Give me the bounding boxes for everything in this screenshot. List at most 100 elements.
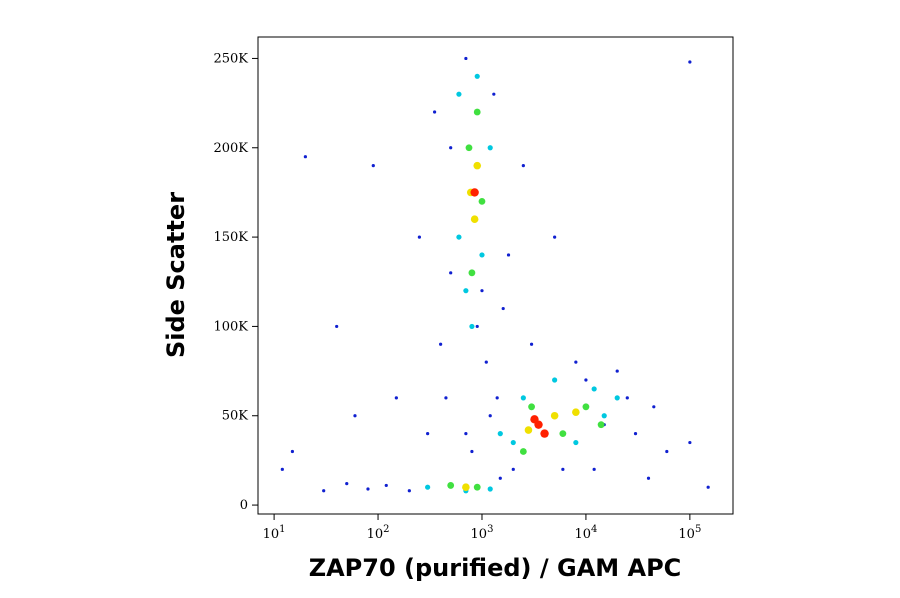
data-point: [345, 482, 349, 486]
data-point: [473, 161, 482, 170]
y-axis-label: Side Scatter: [162, 192, 190, 358]
data-point: [495, 396, 499, 400]
data-point: [501, 306, 505, 311]
data-point: [322, 489, 326, 493]
data-point: [469, 323, 475, 330]
data-point: [432, 110, 437, 114]
data-point: [528, 403, 535, 411]
data-point: [464, 56, 468, 61]
data-point: [498, 476, 502, 480]
y-tick-label: 50K: [222, 409, 249, 424]
data-point: [572, 408, 580, 416]
data-point: [506, 253, 511, 257]
x-tick-exponent: 3: [487, 524, 493, 535]
data-point: [470, 188, 479, 197]
data-point: [633, 432, 638, 436]
data-point: [468, 269, 476, 277]
data-point: [597, 421, 605, 429]
data-point: [529, 342, 534, 346]
data-point: [417, 235, 422, 239]
data-point: [407, 489, 411, 493]
data-point: [473, 483, 481, 491]
data-point: [463, 288, 469, 294]
plot-frame: [257, 36, 734, 515]
data-point: [497, 431, 503, 437]
data-point: [280, 467, 284, 471]
data-point: [559, 430, 567, 438]
data-point: [511, 467, 515, 471]
data-point: [371, 164, 375, 168]
data-point: [646, 476, 651, 480]
data-point: [550, 411, 559, 420]
data-point: [473, 108, 481, 116]
data-point: [335, 324, 339, 329]
x-tick-label: 101: [263, 524, 286, 542]
x-axis-label: ZAP70 (purified) / GAM APC: [309, 554, 682, 582]
data-point: [464, 432, 468, 436]
x-tick-base: 10: [263, 527, 280, 542]
y-tick-label: 100K: [213, 319, 248, 334]
data-point: [561, 467, 565, 471]
marks: [280, 56, 710, 494]
data-point: [488, 414, 492, 418]
data-point: [444, 396, 448, 400]
x-tick-base: 10: [678, 527, 695, 542]
data-point: [521, 164, 525, 168]
data-point: [492, 92, 496, 96]
x-tick-exponent: 4: [591, 524, 597, 535]
x-tick-label: 103: [471, 524, 494, 542]
data-point: [553, 235, 557, 239]
data-point: [484, 360, 488, 364]
data-point: [552, 377, 558, 383]
data-point: [456, 91, 462, 97]
data-point: [425, 484, 431, 490]
data-point: [652, 405, 656, 409]
data-point: [540, 429, 549, 438]
y-tick-label: 200K: [213, 141, 248, 156]
data-point: [592, 467, 596, 471]
data-point: [449, 146, 453, 150]
data-point: [384, 483, 388, 488]
data-point: [462, 483, 470, 492]
data-point: [487, 486, 493, 492]
data-point: [470, 449, 474, 454]
data-point: [530, 415, 539, 424]
data-point: [688, 440, 692, 445]
data-point: [574, 360, 578, 364]
data-point: [439, 342, 443, 346]
x-tick-exponent: 1: [279, 524, 285, 535]
data-point: [584, 378, 588, 382]
data-point: [456, 234, 462, 240]
data-point: [303, 155, 307, 159]
data-point: [688, 60, 692, 64]
data-point: [479, 252, 485, 258]
data-point: [465, 144, 473, 152]
data-point: [601, 413, 607, 419]
data-point: [366, 487, 370, 491]
data-point: [591, 386, 597, 392]
data-point: [426, 432, 430, 436]
data-point: [290, 449, 295, 454]
data-point: [447, 482, 455, 489]
data-point: [478, 197, 486, 205]
data-point: [706, 485, 710, 489]
x-tick-label: 104: [574, 524, 597, 542]
data-point: [520, 395, 526, 401]
data-point: [625, 396, 629, 400]
x-tick-exponent: 5: [695, 524, 701, 535]
data-point: [474, 73, 480, 79]
x-tick-base: 10: [367, 527, 384, 542]
x-tick-base: 10: [471, 527, 488, 542]
data-point: [665, 449, 669, 454]
data-point: [353, 414, 357, 418]
data-point: [470, 215, 479, 224]
y-tick-label: 150K: [213, 230, 248, 245]
data-point: [582, 403, 590, 411]
y-tick-label: 250K: [213, 51, 248, 66]
data-point: [394, 396, 398, 400]
x-tick-label: 102: [367, 524, 390, 542]
data-point: [524, 426, 533, 434]
data-point: [475, 324, 479, 329]
data-point: [519, 448, 527, 455]
